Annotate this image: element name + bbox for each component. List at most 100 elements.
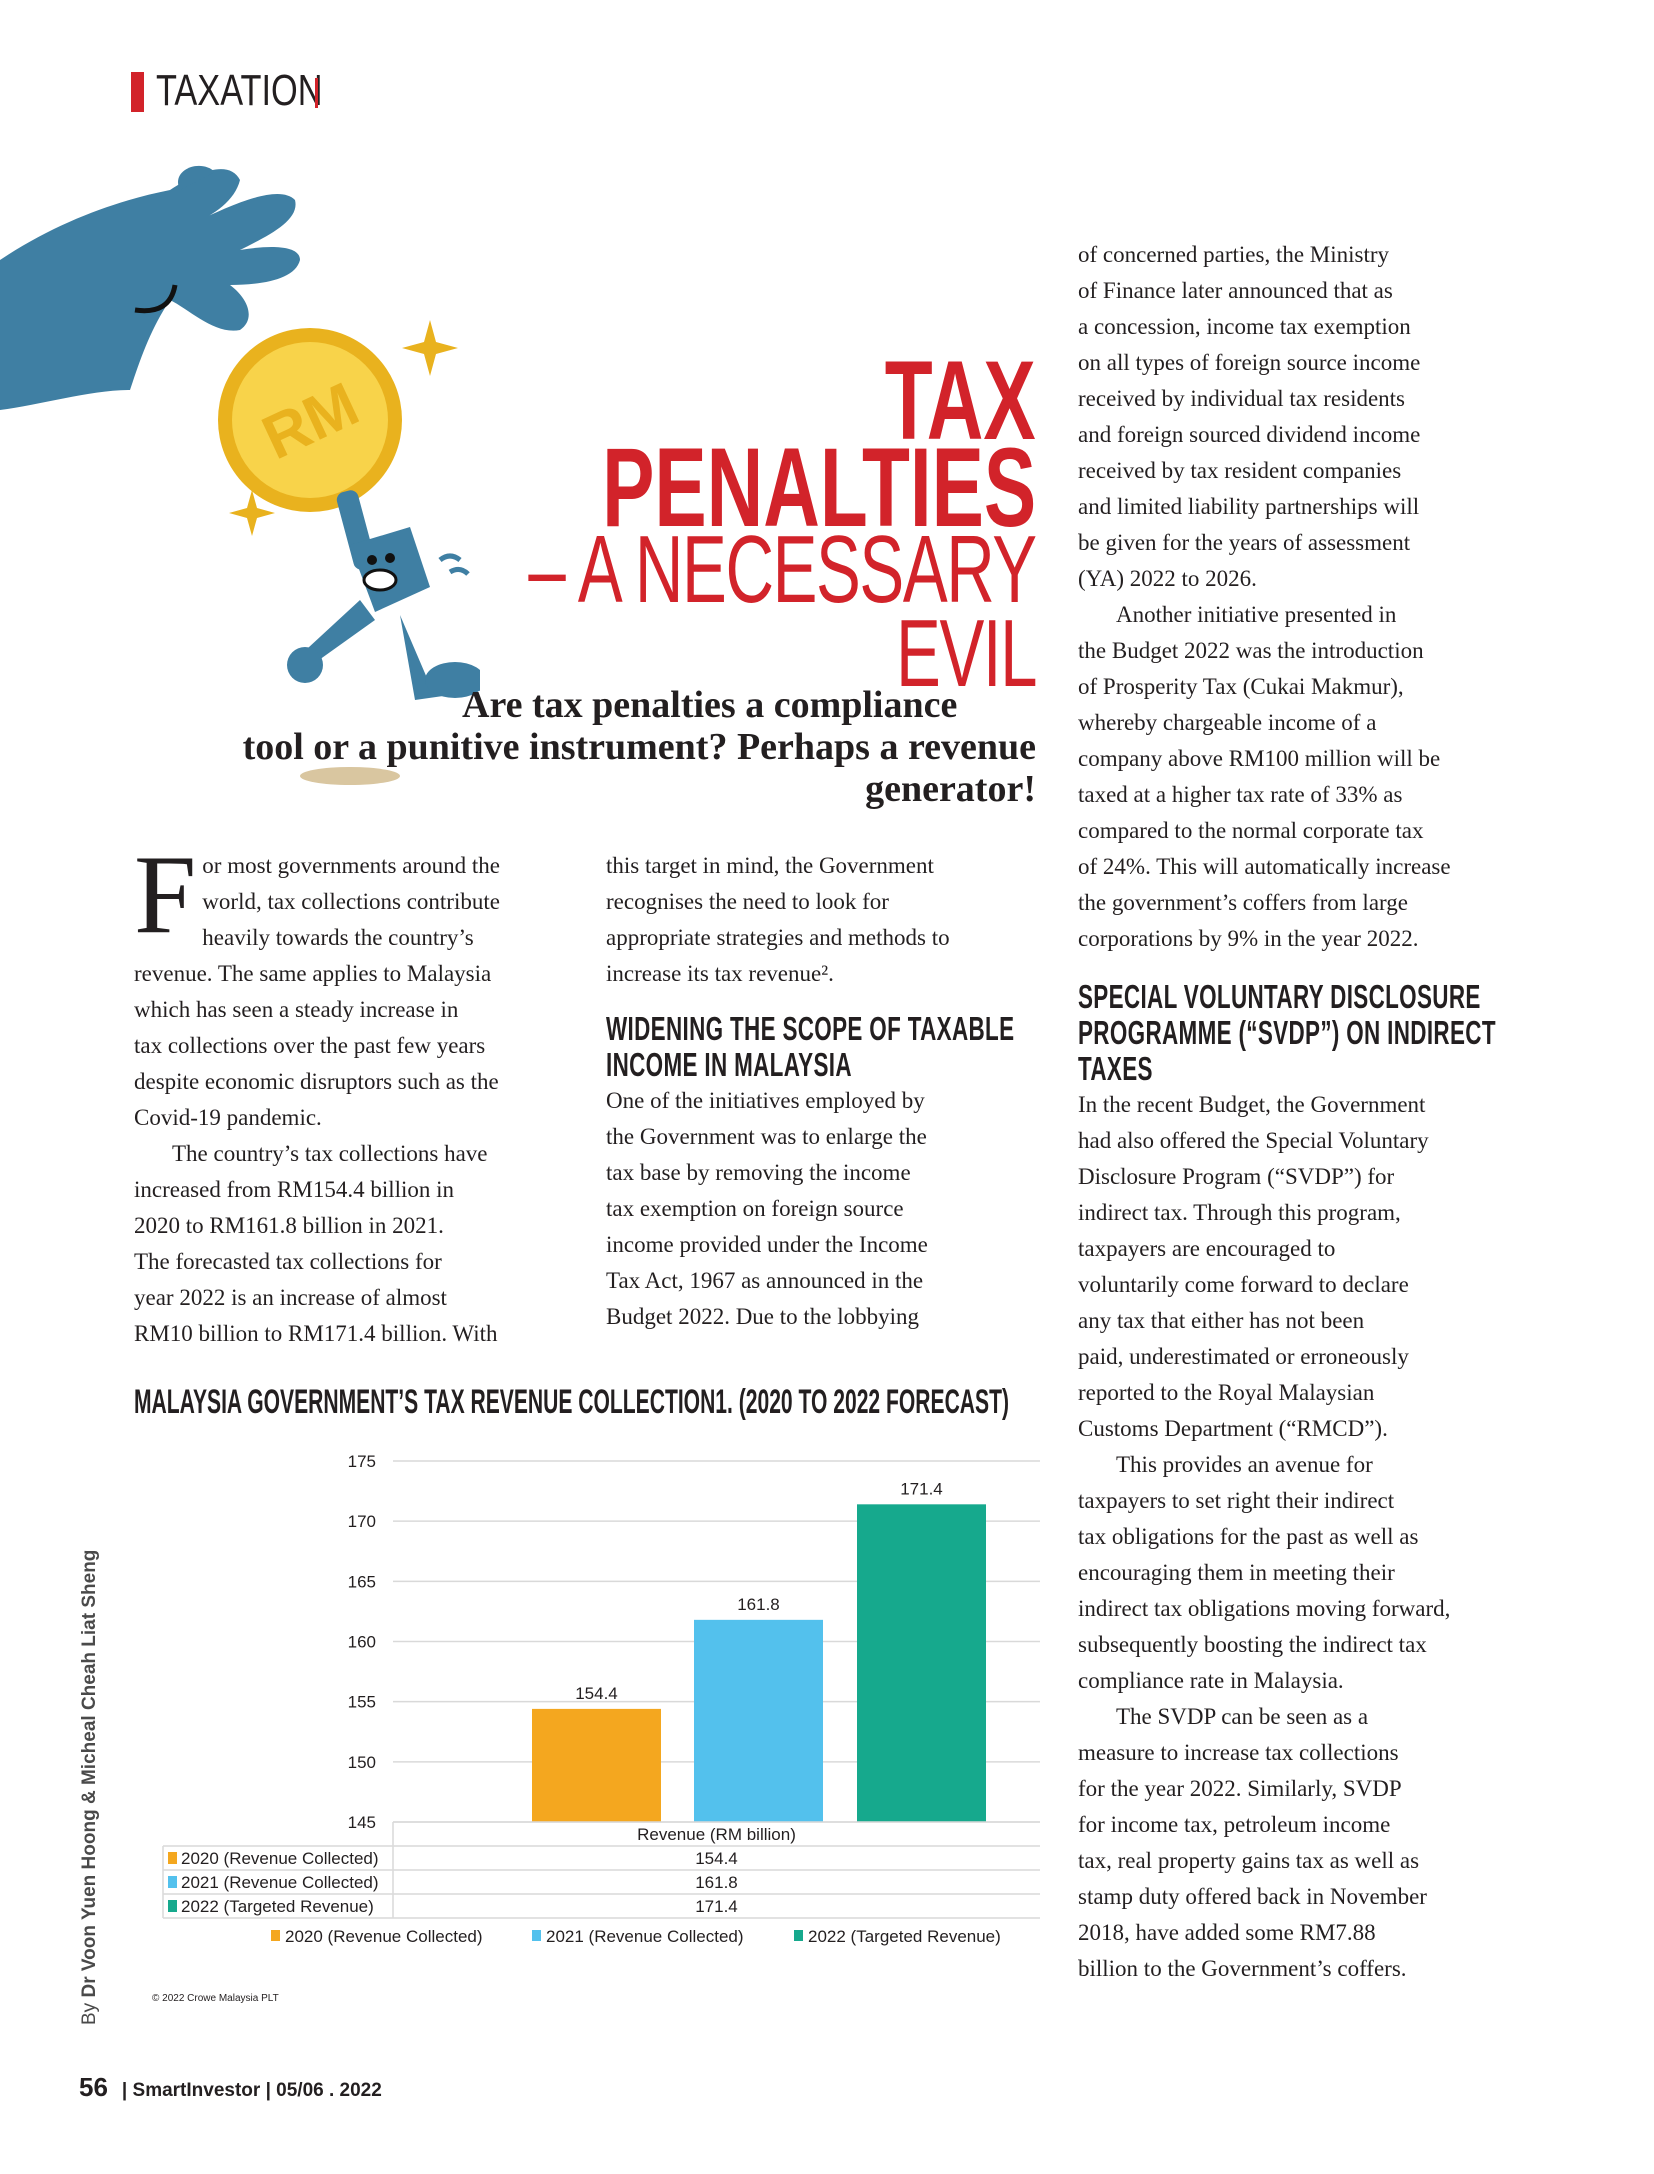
article-column-2: this target in mind, the Government recog…: [606, 848, 1046, 1335]
paragraph: This provides an avenue for taxpayers to …: [1078, 1447, 1518, 1699]
sweat-drops-icon: [438, 553, 470, 576]
paragraph: or most governments around the world, tax…: [134, 848, 574, 1136]
text-line: for the year 2022. Similarly, SVDP: [1078, 1776, 1402, 1801]
y-tick-label: 155: [348, 1693, 376, 1712]
text-line: company above RM100 million will be: [1078, 746, 1441, 771]
page-number: 56: [79, 2072, 108, 2102]
headline-line1: TAX: [885, 338, 1036, 463]
text-line: appropriate strategies and methods to: [606, 925, 950, 950]
article-column-3: of concerned parties, the Ministry of Fin…: [1078, 237, 1518, 1987]
text-line: taxpayers are encouraged to: [1078, 1236, 1336, 1261]
text-line: INCOME IN MALAYSIA: [606, 1046, 852, 1083]
smile-icon: [134, 284, 178, 314]
text-line: RM10 billion to RM171.4 billion. With: [134, 1321, 498, 1346]
text-line: for income tax, petroleum income: [1078, 1812, 1391, 1837]
text-line: a concession, income tax exemption: [1078, 314, 1411, 339]
drop-cap: F: [134, 833, 197, 957]
publication-info: | SmartInvestor | 05/06 . 2022: [121, 2080, 382, 2101]
text-line: TAXES: [1078, 1050, 1153, 1087]
section-divider: [315, 78, 318, 108]
data-label: 161.8: [737, 1595, 780, 1614]
text-line: subsequently boosting the indirect tax: [1078, 1632, 1427, 1657]
text-line: reported to the Royal Malaysian: [1078, 1380, 1375, 1405]
paragraph: One of the initiatives employed by the Go…: [606, 1083, 1046, 1335]
y-tick-label: 150: [348, 1753, 376, 1772]
data-label: 171.4: [900, 1479, 943, 1498]
text-line: despite economic disruptors such as the: [134, 1069, 499, 1094]
text-line: voluntarily come forward to declare: [1078, 1272, 1409, 1297]
legend-swatch: [271, 1930, 280, 1941]
table-cell-value: 154.4: [695, 1849, 738, 1868]
text-line: PROGRAMME (“SVDP”) ON INDIRECT: [1078, 1014, 1496, 1051]
text-line: WIDENING THE SCOPE OF TAXABLE: [606, 1010, 1015, 1047]
text-line: year 2022 is an increase of almost: [134, 1285, 447, 1310]
text-line: on all types of foreign source income: [1078, 350, 1421, 375]
text-line: tax base by removing the income: [606, 1160, 911, 1185]
y-tick-label: 145: [348, 1813, 376, 1832]
text-line: or most governments around the: [202, 853, 500, 878]
text-line: revenue. The same applies to Malaysia: [134, 961, 492, 986]
text-line: tax, real property gains tax as well as: [1078, 1848, 1420, 1873]
sparkle-icon: [229, 490, 275, 536]
mouth-icon: [362, 568, 398, 592]
table-row-label: 2021 (Revenue Collected): [181, 1873, 379, 1892]
byline-authors: Dr Voon Yuen Hoong & Micheal Cheah Liat …: [79, 1549, 100, 1998]
text-line: (YA) 2022 to 2026.: [1078, 566, 1257, 591]
text-line: any tax that either has not been: [1078, 1308, 1365, 1333]
headline-line4: EVIL: [895, 600, 1037, 707]
text-line: stamp duty offered back in November: [1078, 1884, 1427, 1909]
legend-swatch: [532, 1930, 541, 1941]
text-line: SPECIAL VOLUNTARY DISCLOSURE: [1078, 978, 1481, 1015]
text-line: indirect tax. Through this program,: [1078, 1200, 1401, 1225]
text-line: compared to the normal corporate tax: [1078, 818, 1424, 843]
text-line: tax collections over the past few years: [134, 1033, 486, 1058]
text-line: tax exemption on foreign source: [606, 1196, 904, 1221]
x-axis-label: Revenue (RM billion): [637, 1825, 796, 1844]
text-line: this target in mind, the Government: [606, 853, 934, 878]
y-tick-label: 175: [348, 1452, 376, 1471]
text-line: the Budget 2022 was the introduction: [1078, 638, 1424, 663]
paragraph: this target in mind, the Government recog…: [606, 848, 1046, 992]
chart-source: © 2022 Crowe Malaysia PLT: [152, 1993, 279, 2004]
table-row-label: 2020 (Revenue Collected): [181, 1849, 379, 1868]
legend-swatch: [794, 1930, 803, 1941]
text-line: The forecasted tax collections for: [134, 1249, 442, 1274]
text-line: received by tax resident companies: [1078, 458, 1402, 483]
article-column-1: F or most governments around the world, t…: [134, 833, 574, 1352]
text-line: of Prosperity Tax (Cukai Makmur),: [1078, 674, 1404, 699]
text-line: paid, underestimated or erroneously: [1078, 1344, 1409, 1369]
hand-illustration: [0, 165, 300, 410]
text-line: world, tax collections contribute: [202, 889, 500, 914]
text-line: The country’s tax collections have: [172, 1141, 488, 1166]
y-tick-label: 160: [348, 1633, 376, 1652]
legend-item: 2021 (Revenue Collected): [546, 1927, 744, 1946]
text-line: increase its tax revenue².: [606, 961, 834, 986]
legend-item: 2020 (Revenue Collected): [285, 1927, 483, 1946]
legend-swatch: [168, 1876, 177, 1888]
hand-coin-illustration: RM: [0, 165, 480, 700]
bar-2020: [532, 1708, 661, 1822]
text-line: Another initiative presented in: [1116, 602, 1397, 627]
text-line: encouraging them in meeting their: [1078, 1560, 1395, 1585]
text-line: billion to the Government’s coffers.: [1078, 1956, 1407, 1981]
text-line: 2018, have added some RM7.88: [1078, 1920, 1376, 1945]
bar-2021: [694, 1619, 823, 1822]
headline-line2: PENALTIES: [601, 425, 1036, 550]
table-row-label: 2022 (Targeted Revenue): [181, 1897, 374, 1916]
sparkle-icon: [402, 320, 458, 376]
headline-line3: – A NECESSARY: [528, 516, 1038, 623]
subtitle-line3: generator!: [865, 768, 1036, 810]
figure-illustration: [287, 490, 480, 700]
paragraph: The country’s tax collections have increa…: [134, 1136, 574, 1352]
chart-title: MALAYSIA GOVERNMENT’S TAX REVENUE COLLEC…: [134, 1383, 1009, 1421]
byline-prefix: By: [79, 2002, 100, 2025]
y-tick-label: 170: [348, 1512, 376, 1531]
bar-2022: [857, 1504, 986, 1822]
page-footer: 56 | SmartInvestor | 05/06 . 2022: [79, 2072, 382, 2103]
section-label: TAXATION: [156, 66, 323, 115]
text-line: taxpayers to set right their indirect: [1078, 1488, 1395, 1513]
legend-item: 2022 (Targeted Revenue): [808, 1927, 1001, 1946]
text-line: indirect tax obligations moving forward,: [1078, 1596, 1451, 1621]
section-marker: [131, 72, 144, 112]
subtitle-line1: Are tax penalties a compliance: [462, 684, 958, 726]
